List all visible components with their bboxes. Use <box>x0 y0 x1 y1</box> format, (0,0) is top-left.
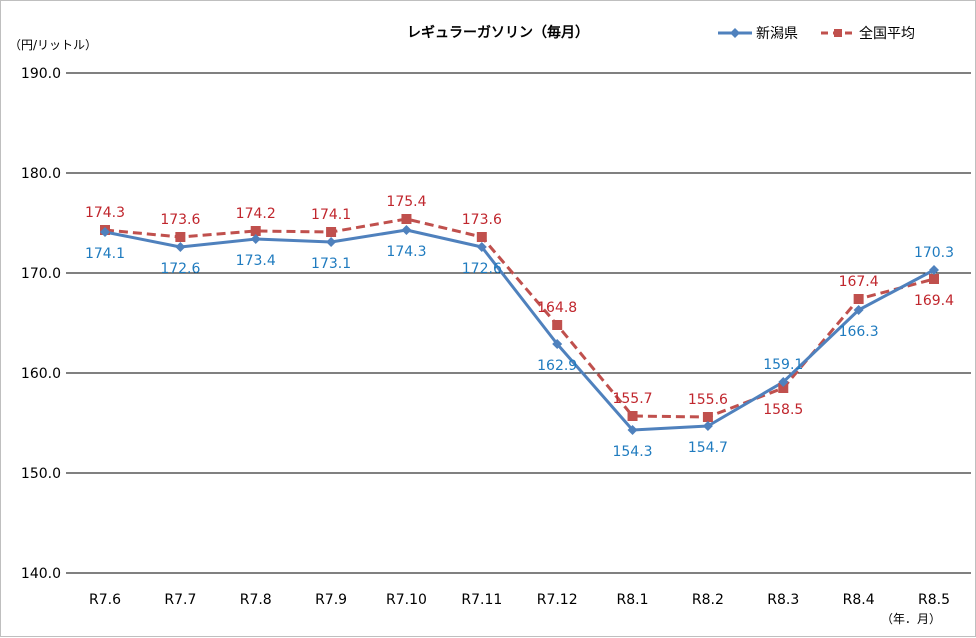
data-point <box>702 421 713 431</box>
data-point <box>250 226 261 236</box>
x-tick-label: R7.12 <box>537 592 578 608</box>
data-point <box>326 237 337 247</box>
data-label: 174.2 <box>236 206 276 222</box>
legend-marker <box>730 28 740 38</box>
data-label: 154.3 <box>612 444 652 460</box>
data-point <box>627 411 638 421</box>
data-label: 174.3 <box>386 244 426 260</box>
chart-title: レギュラーガソリン（毎月） <box>407 24 589 41</box>
legend-label: 全国平均 <box>859 25 915 42</box>
data-label: 170.3 <box>914 245 954 261</box>
y-tick-label: 190.0 <box>21 66 61 82</box>
data-label: 164.8 <box>537 300 577 316</box>
data-label: 155.7 <box>612 391 652 407</box>
x-tick-label: R7.9 <box>315 592 347 608</box>
data-point <box>929 274 939 284</box>
data-point <box>627 425 638 435</box>
x-tick-label: R8.2 <box>692 592 724 608</box>
data-label: 154.7 <box>688 440 728 456</box>
data-label: 172.6 <box>462 261 502 277</box>
data-point <box>250 234 261 244</box>
x-tick-label: R7.11 <box>461 592 502 608</box>
data-label: 173.6 <box>462 212 502 228</box>
data-point <box>476 242 487 252</box>
data-point <box>853 305 864 315</box>
data-label: 172.6 <box>160 261 200 277</box>
data-label: 174.1 <box>311 207 351 223</box>
series-line <box>104 228 935 432</box>
data-point <box>326 227 337 237</box>
data-label: 162.9 <box>537 358 577 374</box>
x-tick-label: R8.5 <box>918 592 950 608</box>
data-label: 167.4 <box>839 274 879 290</box>
data-point <box>175 242 186 252</box>
x-tick-label: R8.3 <box>767 592 799 608</box>
data-point <box>175 232 186 242</box>
data-label: 159.1 <box>763 357 803 373</box>
data-point <box>100 227 110 237</box>
data-point <box>401 225 412 235</box>
data-label: 169.4 <box>914 293 954 309</box>
data-label: 173.4 <box>236 253 276 269</box>
data-point <box>401 214 412 224</box>
y-tick-label: 160.0 <box>21 366 61 382</box>
data-label: 173.1 <box>311 256 351 272</box>
y-tick-label: 180.0 <box>21 166 61 182</box>
data-label: 158.5 <box>763 402 803 418</box>
data-label: 174.1 <box>85 246 125 262</box>
data-point <box>476 232 487 242</box>
series-line <box>104 217 935 419</box>
legend-marker <box>834 29 842 37</box>
y-tick-label: 150.0 <box>21 466 61 482</box>
x-tick-label: R7.10 <box>386 592 427 608</box>
x-axis-unit: （年．月） <box>881 612 941 626</box>
x-tick-label: R7.6 <box>89 592 121 608</box>
x-tick-label: R7.7 <box>164 592 196 608</box>
data-label: 175.4 <box>386 194 426 210</box>
data-label: 155.6 <box>688 392 728 408</box>
y-tick-label: 140.0 <box>21 566 61 582</box>
data-point <box>552 320 563 330</box>
data-point <box>853 294 864 304</box>
data-label: 174.3 <box>85 205 125 221</box>
x-tick-label: R8.4 <box>843 592 875 608</box>
y-tick-label: 170.0 <box>21 266 61 282</box>
x-tick-label: R7.8 <box>240 592 272 608</box>
data-point <box>778 383 789 393</box>
legend-label: 新潟県 <box>756 26 798 42</box>
data-point <box>929 265 939 275</box>
data-label: 173.6 <box>160 212 200 228</box>
data-point <box>552 339 563 349</box>
data-point <box>702 412 713 422</box>
data-point <box>778 377 789 387</box>
y-axis-unit: （円/リットル） <box>9 38 97 52</box>
x-tick-label: R8.1 <box>617 592 649 608</box>
data-label: 166.3 <box>839 324 879 340</box>
